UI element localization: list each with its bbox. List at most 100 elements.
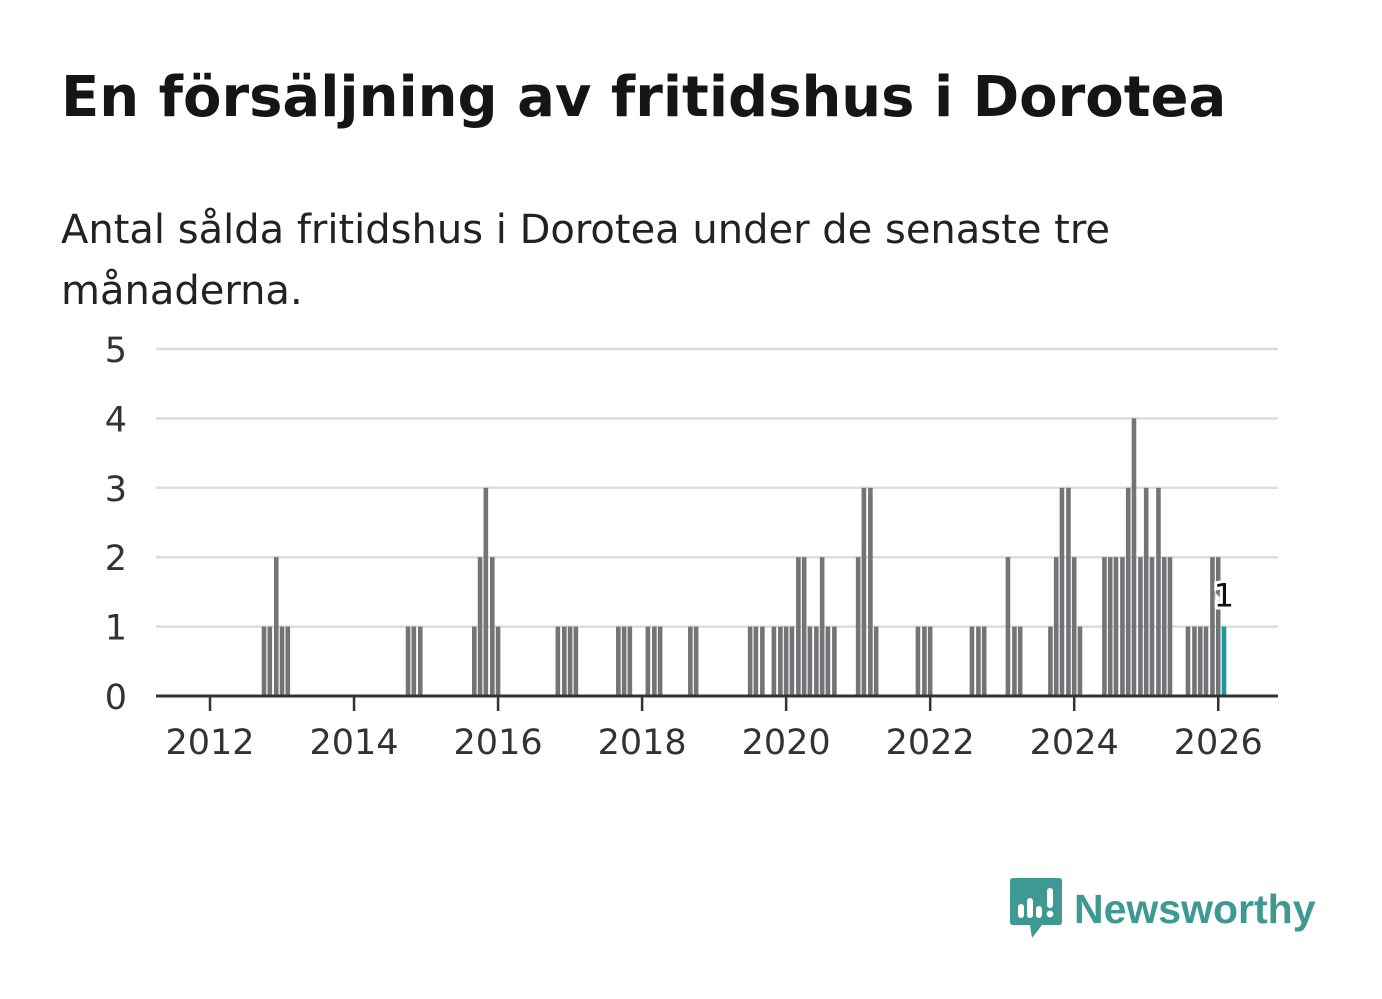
bar	[807, 626, 813, 696]
brand-name: Newsworthy	[1074, 885, 1316, 932]
bar	[915, 626, 921, 696]
bar	[760, 626, 765, 696]
y-tick-label: 2	[105, 539, 127, 579]
bar	[472, 626, 477, 696]
newsworthy-logo-icon	[1010, 878, 1062, 938]
bar	[1053, 557, 1059, 696]
bar	[1185, 626, 1191, 696]
bar	[417, 626, 423, 696]
bar	[927, 626, 933, 696]
bar	[922, 626, 927, 696]
data-label: 1	[1214, 577, 1234, 615]
bar	[483, 487, 489, 696]
bar	[832, 626, 837, 696]
x-tick-label: 2012	[165, 723, 254, 763]
bar	[285, 626, 291, 696]
bar	[778, 626, 783, 696]
bar	[657, 626, 663, 696]
bar	[976, 626, 981, 696]
bar	[1012, 626, 1017, 696]
bar	[789, 626, 795, 696]
brand-logo: Newsworthy	[1010, 876, 1316, 942]
bar	[1215, 557, 1221, 696]
bar	[495, 626, 501, 696]
bar	[1107, 557, 1113, 696]
bar	[1167, 557, 1173, 696]
bar	[825, 626, 831, 696]
y-tick-label: 1	[105, 609, 127, 649]
bar	[783, 626, 789, 696]
bar	[645, 626, 651, 696]
bar	[981, 626, 987, 696]
bar	[861, 487, 867, 696]
y-tick-label: 0	[105, 678, 127, 718]
bar	[693, 626, 699, 696]
chart-subtitle: Antal sålda fritidshus i Dorotea under d…	[61, 207, 1111, 314]
bar	[261, 626, 267, 696]
x-tick-label: 2022	[886, 723, 975, 763]
x-axis-ticks: 2012 2014 2016 2018 2020 2022 2024 2026	[165, 696, 1263, 763]
x-tick-label: 2016	[454, 723, 543, 763]
bar	[1203, 626, 1209, 696]
y-tick-label: 3	[105, 470, 127, 510]
bar	[747, 626, 753, 696]
x-tick-label: 2024	[1030, 723, 1119, 763]
bar	[1102, 557, 1107, 696]
bar	[868, 487, 873, 696]
bar	[1017, 626, 1023, 696]
bar	[490, 557, 495, 696]
bar	[796, 557, 801, 696]
bar	[855, 557, 861, 696]
bar	[477, 557, 483, 696]
y-axis-ticks: 0 1 2 3 4 5	[105, 331, 127, 718]
bar	[969, 626, 975, 696]
x-tick-label: 2014	[310, 723, 399, 763]
bar	[801, 557, 807, 696]
bar	[771, 626, 777, 696]
bar	[873, 626, 879, 696]
bar	[1005, 557, 1011, 696]
bar	[688, 626, 693, 696]
bar	[1131, 418, 1137, 696]
bar	[1210, 557, 1215, 696]
bar	[627, 626, 633, 696]
bar	[1161, 557, 1167, 696]
x-tick-label: 2018	[598, 723, 687, 763]
x-tick-label: 2026	[1174, 723, 1263, 763]
bar	[819, 557, 825, 696]
bar	[1071, 557, 1077, 696]
bar	[555, 626, 561, 696]
bar	[814, 626, 819, 696]
data-label-pointer	[1214, 591, 1222, 606]
bar	[1113, 557, 1119, 696]
annotations: 1	[1211, 574, 1237, 618]
y-tick-label: 5	[105, 331, 127, 371]
bar	[411, 626, 417, 696]
bar	[405, 626, 411, 696]
bar	[1197, 626, 1203, 696]
bar	[573, 626, 579, 696]
bar	[1120, 557, 1125, 696]
bar	[279, 626, 285, 696]
bars	[261, 418, 1227, 696]
bar	[273, 557, 279, 696]
bar	[616, 626, 621, 696]
bar	[1192, 626, 1197, 696]
bar	[562, 626, 567, 696]
bar	[1156, 487, 1161, 696]
bar	[1077, 626, 1083, 696]
bar	[621, 626, 627, 696]
gridlines	[156, 347, 1278, 628]
bar-highlight	[1221, 626, 1227, 696]
bar	[567, 626, 573, 696]
bar	[1066, 487, 1071, 696]
chart-title: En försäljning av fritidshus i Dorotea	[61, 65, 1227, 130]
bar	[753, 626, 759, 696]
bar	[1143, 487, 1149, 696]
y-tick-label: 4	[105, 400, 127, 440]
bar	[1138, 557, 1143, 696]
bar	[1059, 487, 1065, 696]
bar	[1125, 487, 1131, 696]
bar	[267, 626, 273, 696]
